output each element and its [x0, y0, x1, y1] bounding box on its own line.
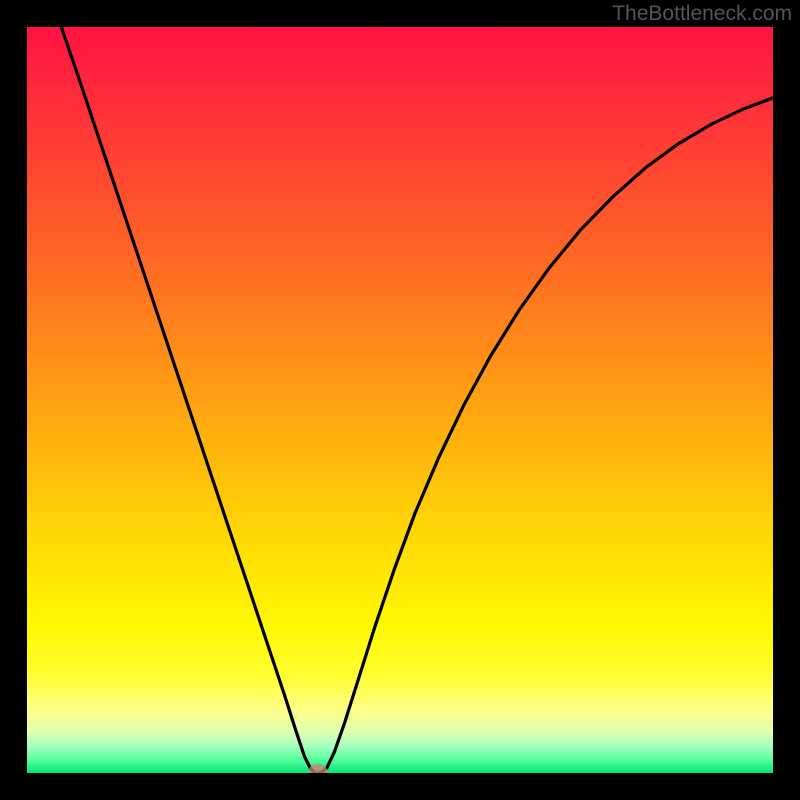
- watermark-text: TheBottleneck.com: [612, 2, 792, 26]
- gradient-background: [27, 27, 773, 773]
- bottleneck-curve-chart: [27, 27, 773, 773]
